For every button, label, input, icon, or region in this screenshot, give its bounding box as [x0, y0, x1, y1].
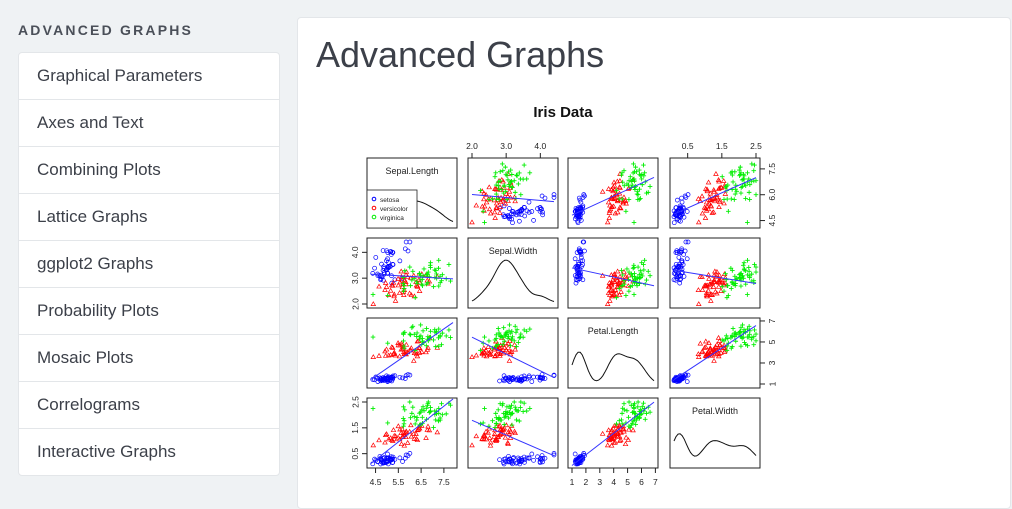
sidebar-item-probability-plots[interactable]: Probability Plots — [19, 288, 279, 335]
sidebar-item-interactive-graphs[interactable]: Interactive Graphs — [37, 442, 176, 461]
sidebar-title: ADVANCED GRAPHS — [18, 22, 194, 38]
sidebar-menu: Graphical Parameters Axes and Text Combi… — [18, 52, 280, 476]
main-content: Advanced Graphs — [297, 17, 1011, 509]
sidebar-item-combining-plots[interactable]: Combining Plots — [19, 147, 279, 194]
sidebar-item-axes-and-text[interactable]: Axes and Text — [19, 100, 279, 147]
sidebar-item-mosaic-plots[interactable]: Mosaic Plots — [19, 335, 279, 382]
sidebar-item-lattice-graphs[interactable]: Lattice Graphs — [19, 194, 279, 241]
sidebar-item-ggplot2-graphs[interactable]: ggplot2 Graphs — [19, 241, 279, 288]
sidebar-item-correlograms[interactable]: Correlograms — [19, 382, 279, 429]
sidebar-item-graphical-parameters[interactable]: Graphical Parameters — [19, 53, 279, 100]
page-title: Advanced Graphs — [316, 34, 605, 75]
